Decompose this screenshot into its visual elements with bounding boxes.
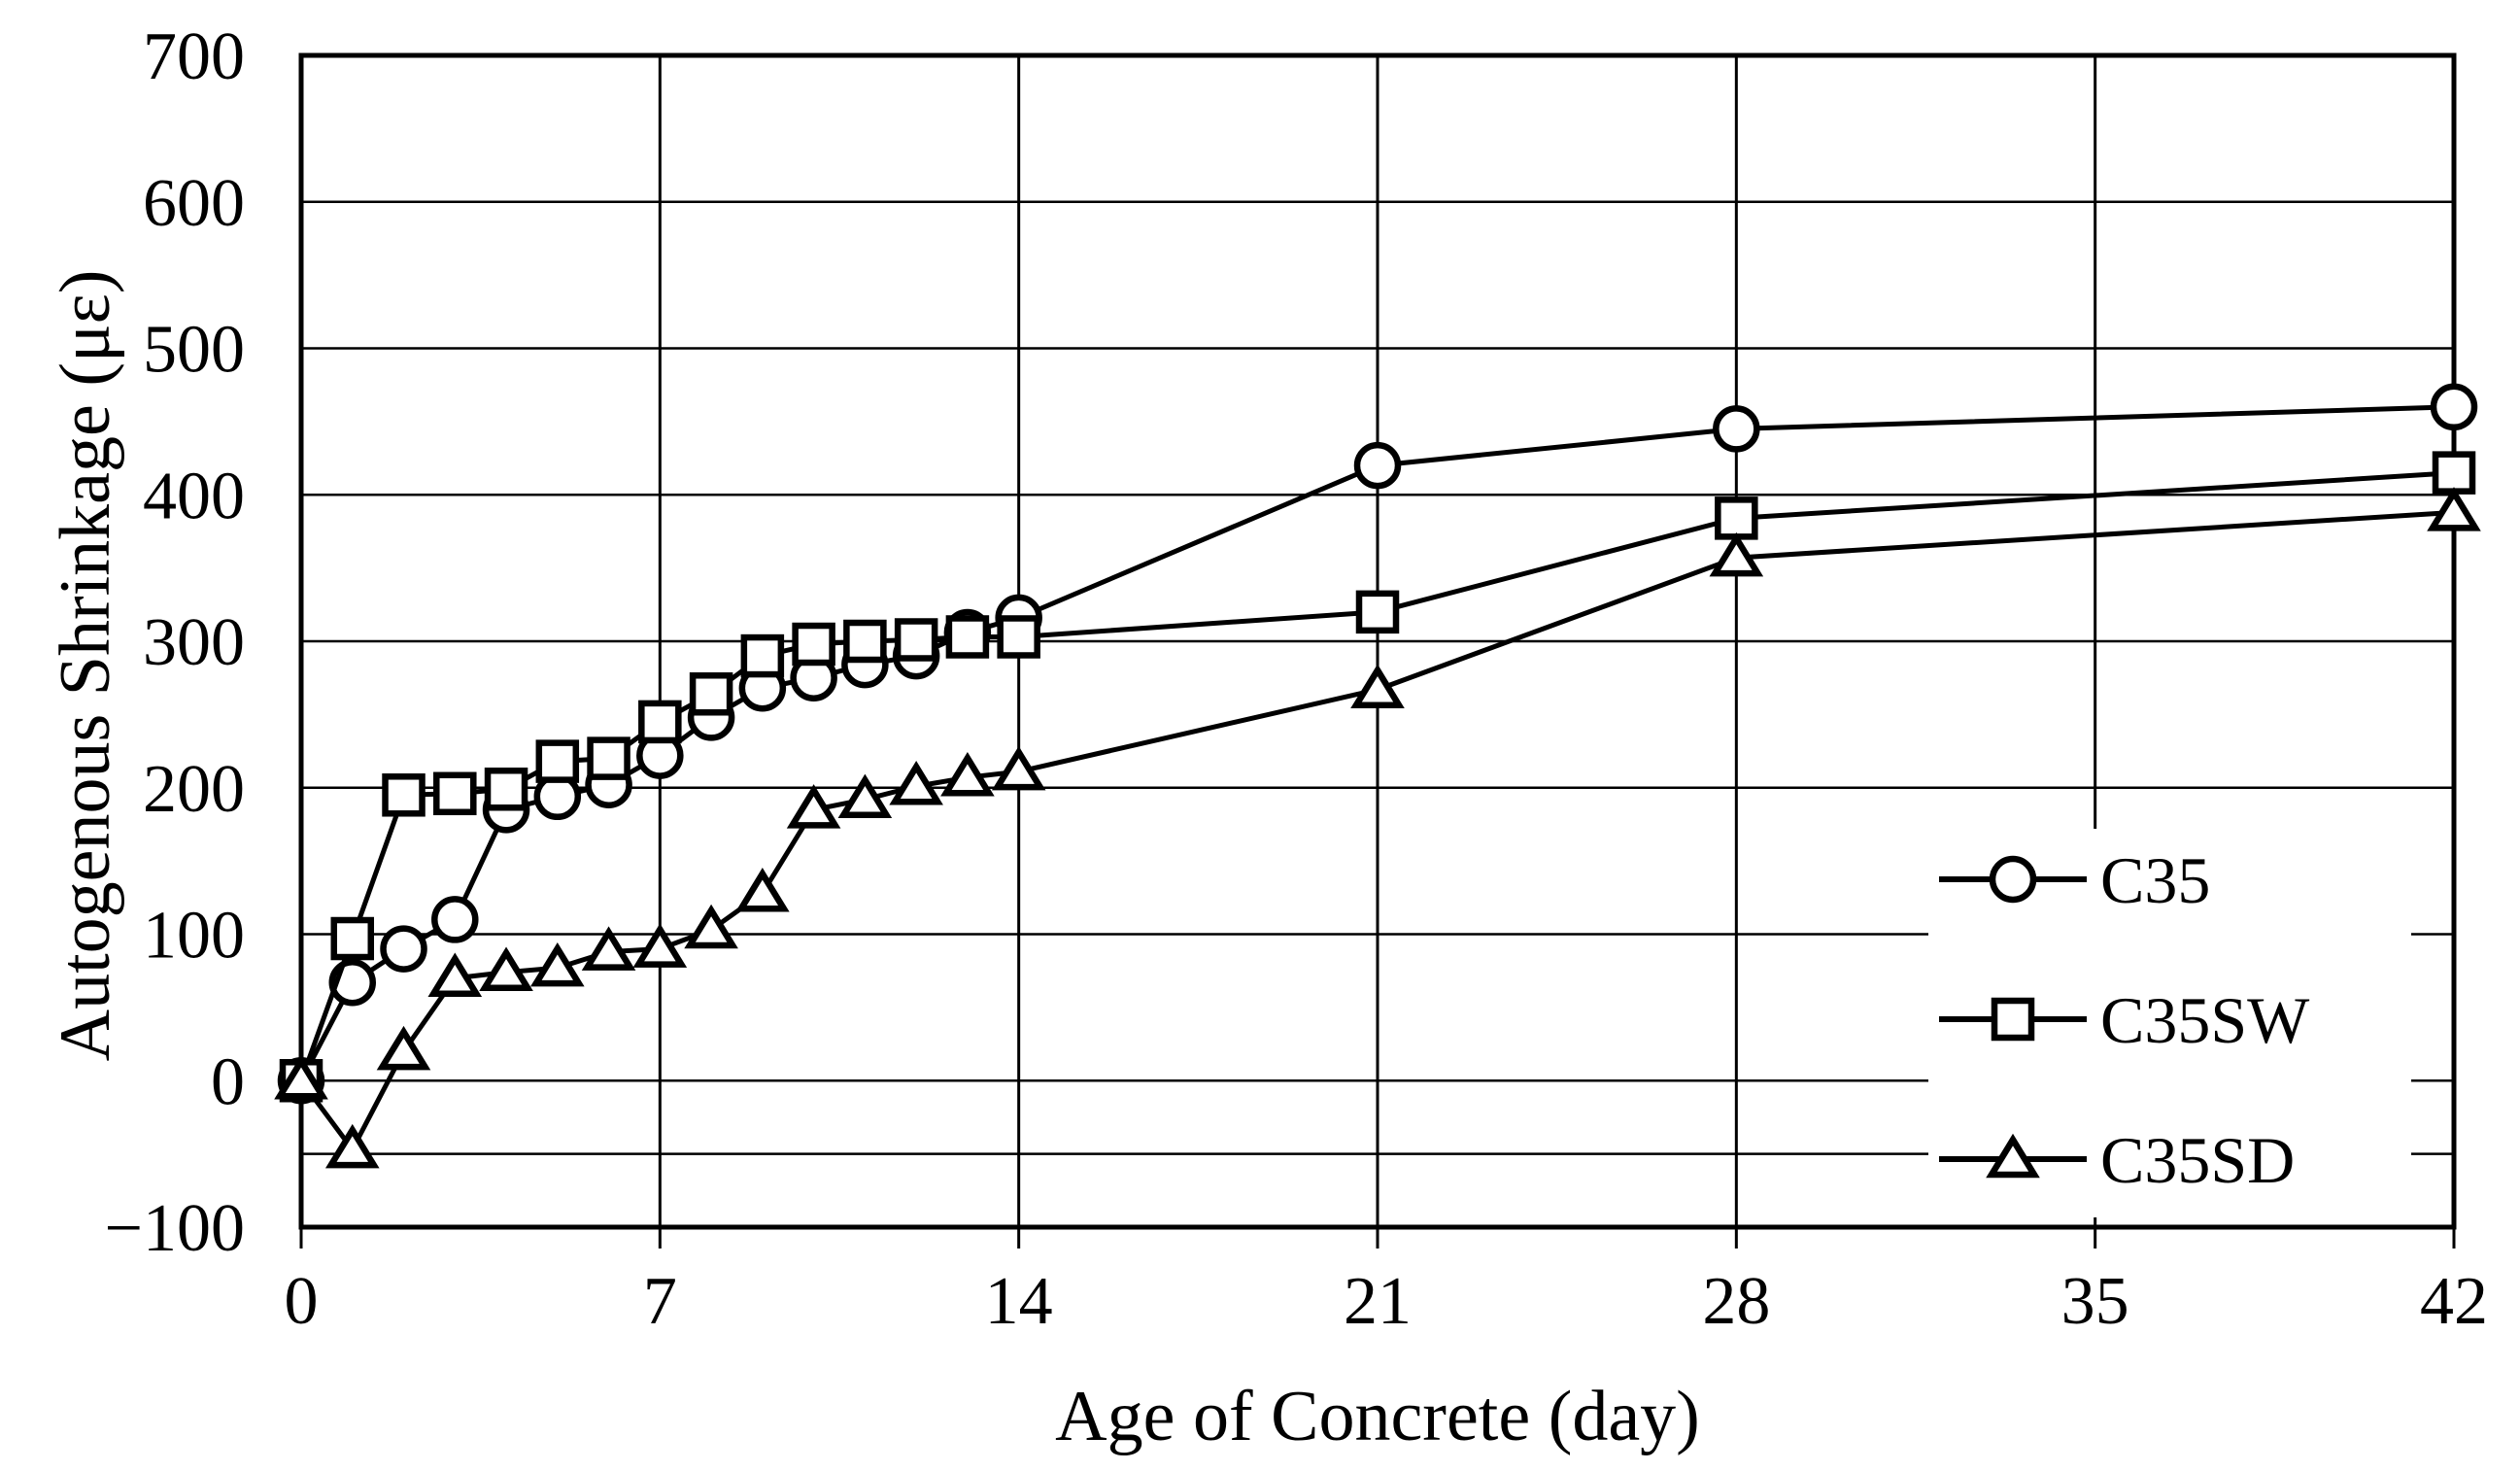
- series-C35SW: [279, 451, 2476, 1103]
- data-point-C35SW: [587, 736, 630, 780]
- legend-entry-C35: C35: [1939, 843, 2210, 917]
- axis-ticks: [299, 1227, 2456, 1249]
- data-point-C35SD: [1709, 531, 1764, 577]
- legend-label-C35: C35: [2100, 843, 2210, 917]
- y-tick-label: 600: [143, 166, 245, 241]
- data-point-C35SD: [735, 868, 790, 912]
- y-tick-label: 500: [143, 313, 245, 388]
- data-point-C35SD: [837, 773, 893, 819]
- legend-marker-square: [1991, 997, 2035, 1042]
- data-point-C35SW: [535, 739, 580, 783]
- data-point-C35SD: [889, 761, 943, 805]
- x-tick-label: 7: [643, 1264, 677, 1339]
- data-point-C35SW: [1355, 590, 1400, 634]
- y-tick-label: 300: [143, 605, 245, 680]
- data-point-C35SD: [786, 784, 841, 829]
- data-point-C35SD: [581, 926, 636, 971]
- data-point-C35SD: [324, 1123, 380, 1169]
- data-point-C35: [380, 925, 427, 973]
- y-tick-label: 200: [143, 752, 245, 827]
- legend-entry-C35SD: C35SD: [1939, 1123, 2295, 1197]
- data-point-C35SW: [330, 916, 375, 961]
- y-tick-label: 0: [211, 1044, 245, 1119]
- data-point-C35SD: [2427, 487, 2481, 531]
- data-point-C35SD: [940, 751, 995, 797]
- data-point-C35: [1713, 405, 1760, 453]
- legend-marker-circle: [1989, 855, 2037, 904]
- tick-labels: 0 7 14 21 28 35 42 −100 0 100 200 300 400 500 600 700: [105, 19, 2488, 1339]
- data-point-C35SW: [843, 619, 887, 664]
- data-point-C35SD: [376, 1025, 431, 1071]
- data-point-C35SD: [632, 923, 688, 968]
- data-point-C35SW: [894, 618, 938, 662]
- plot-border: [298, 52, 2457, 1230]
- x-tick-label: 42: [2420, 1264, 2488, 1339]
- data-point-C35SW: [484, 768, 528, 811]
- x-tick-label: 28: [1702, 1264, 1770, 1339]
- y-axis-title: Autogenous Shrinkage (με): [46, 270, 125, 1062]
- x-axis-title: Age of Concrete (day): [1055, 1377, 1700, 1456]
- data-point-C35SW: [740, 633, 785, 678]
- data-point-C35SW: [2432, 451, 2476, 495]
- legend-marker-triangle: [1986, 1133, 2040, 1179]
- series-layer: [274, 383, 2481, 1169]
- y-tick-label: 700: [143, 19, 245, 94]
- data-point-C35SW: [689, 672, 733, 716]
- data-point-C35SD: [684, 904, 738, 949]
- data-point-C35SW: [638, 700, 682, 744]
- data-point-C35SD: [274, 1055, 328, 1100]
- y-tick-label: −100: [105, 1191, 245, 1266]
- x-tick-label: 0: [285, 1264, 319, 1339]
- data-point-C35SW: [382, 773, 426, 817]
- data-point-C35SD: [1350, 664, 1405, 708]
- data-point-C35SD: [479, 946, 533, 991]
- y-tick-label: 100: [143, 899, 245, 974]
- data-point-C35: [2430, 383, 2478, 431]
- data-point-C35SD: [427, 952, 483, 997]
- data-point-C35SW: [945, 615, 990, 659]
- legend-label-C35SW: C35SW: [2100, 983, 2310, 1057]
- legend-entry-C35SW: C35SW: [1939, 983, 2310, 1057]
- data-point-C35SW: [433, 771, 477, 816]
- data-point-C35: [431, 896, 479, 943]
- y-tick-label: 400: [143, 459, 245, 533]
- legend-label-C35SD: C35SD: [2100, 1123, 2295, 1197]
- data-point-C35: [1353, 441, 1402, 490]
- x-tick-label: 21: [1344, 1264, 1412, 1339]
- data-point-C35SW: [792, 622, 835, 667]
- data-point-C35SD: [530, 941, 585, 987]
- legend: C35 C35SW C35SD: [1928, 829, 2411, 1217]
- series-C35SD: [274, 487, 2481, 1169]
- data-point-C35SW: [997, 615, 1040, 659]
- data-point-C35SD: [991, 745, 1046, 791]
- x-tick-label: 14: [985, 1264, 1053, 1339]
- data-point-C35SW: [1715, 496, 1758, 540]
- x-tick-label: 35: [2061, 1264, 2129, 1339]
